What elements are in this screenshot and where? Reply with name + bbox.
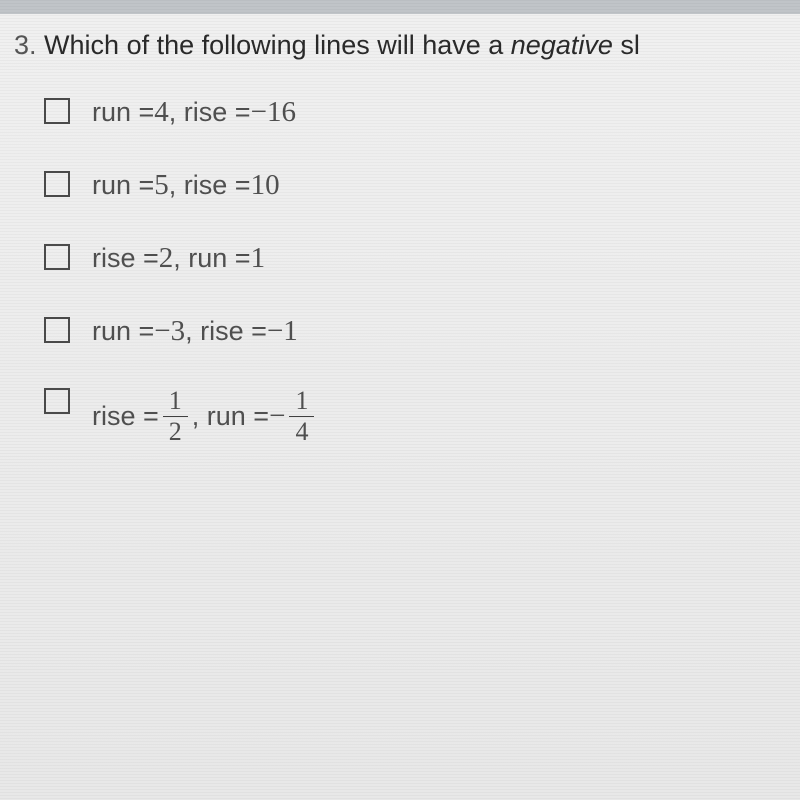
option-text: , run = (173, 243, 250, 274)
fraction-numerator: 1 (163, 388, 188, 416)
option-number: 5 (154, 169, 169, 202)
fraction-denominator: 4 (289, 416, 314, 445)
option-text: run = (92, 170, 154, 201)
option-number: 4 (154, 96, 169, 129)
question-emphasis: negative (511, 30, 613, 60)
checkbox[interactable] (44, 388, 70, 414)
option-text: run = (92, 97, 154, 128)
minus-sign: − (251, 96, 267, 129)
option-number: 1 (251, 242, 266, 275)
fraction-numerator: 1 (289, 388, 314, 416)
option-text: , run = (192, 401, 269, 432)
option-text: , rise = (185, 316, 267, 347)
question-prefix: Which of the following lines will have a (44, 30, 511, 60)
option-number: 10 (251, 169, 280, 202)
fraction: 12 (163, 388, 188, 445)
option-row: run = 5, rise = 10 (44, 169, 800, 202)
option-label: rise = 12, run = −14 (92, 388, 318, 445)
minus-sign: − (269, 400, 285, 433)
options-list: run = 4, rise = −16run = 5, rise = 10ris… (14, 96, 800, 445)
fraction-denominator: 2 (163, 416, 188, 445)
option-number: 3 (171, 315, 186, 348)
checkbox[interactable] (44, 244, 70, 270)
option-text: , rise = (169, 97, 251, 128)
option-text: , rise = (169, 170, 251, 201)
checkbox[interactable] (44, 171, 70, 197)
option-text: run = (92, 316, 154, 347)
question-number: 3. (14, 30, 37, 60)
option-row: run = −3, rise = −1 (44, 315, 800, 348)
fraction: 14 (289, 388, 314, 445)
option-text: rise = (92, 401, 159, 432)
option-text: rise = (92, 243, 159, 274)
option-label: run = 5, rise = 10 (92, 169, 280, 202)
option-number: 2 (159, 242, 174, 275)
option-row: rise = 2, run = 1 (44, 242, 800, 275)
option-row: run = 4, rise = −16 (44, 96, 800, 129)
question-suffix: sl (613, 30, 640, 60)
option-label: run = 4, rise = −16 (92, 96, 296, 129)
minus-sign: − (154, 315, 170, 348)
option-number: 16 (267, 96, 296, 129)
option-row: rise = 12, run = −14 (44, 388, 800, 445)
option-label: run = −3, rise = −1 (92, 315, 298, 348)
checkbox[interactable] (44, 317, 70, 343)
option-number: 1 (283, 315, 298, 348)
checkbox[interactable] (44, 98, 70, 124)
option-label: rise = 2, run = 1 (92, 242, 265, 275)
minus-sign: − (267, 315, 283, 348)
question-text: 3. Which of the following lines will hav… (14, 20, 800, 61)
